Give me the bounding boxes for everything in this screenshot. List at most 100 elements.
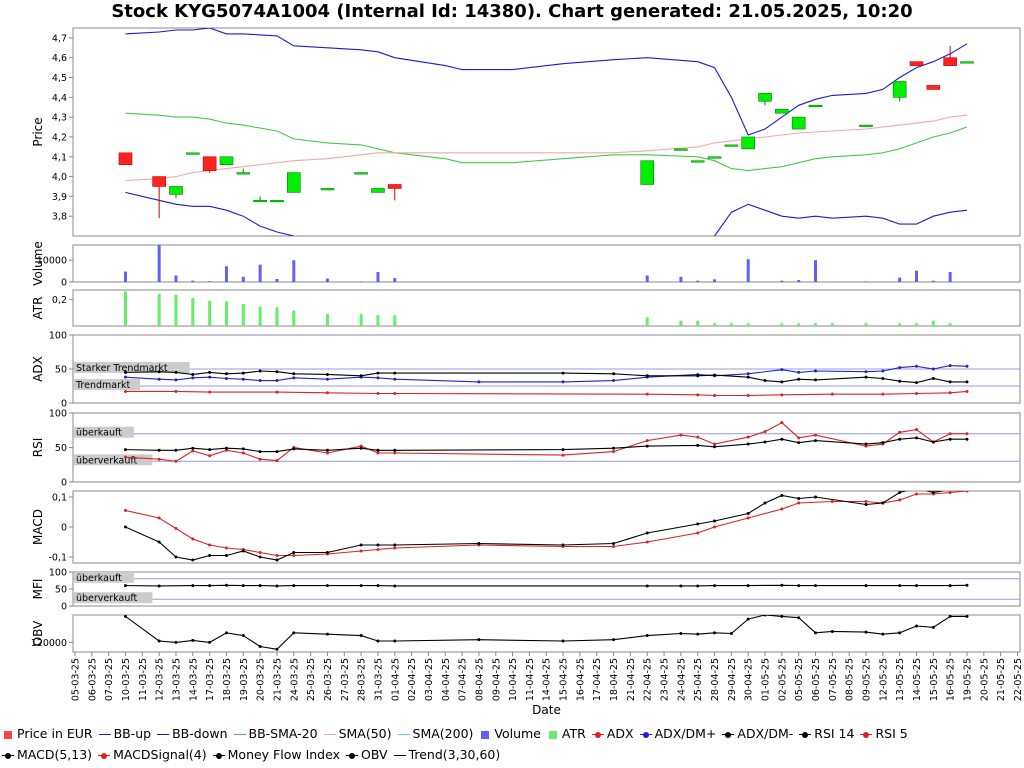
sma50-line <box>125 114 968 182</box>
mfi-point <box>679 584 683 588</box>
volume-bar <box>123 271 127 282</box>
macdsig-point <box>393 546 397 550</box>
x-tick-label: 21-03-25 <box>272 658 283 701</box>
atr-bar <box>645 317 649 326</box>
atr-bar <box>780 323 784 326</box>
dmplus-point <box>780 368 784 372</box>
volume-bar <box>814 260 818 282</box>
legend-symbol <box>345 751 358 761</box>
mfi-point <box>359 584 363 588</box>
dmplus-point <box>393 377 397 381</box>
dmplus-point <box>746 372 750 376</box>
x-tick-label: 12-03-25 <box>155 658 166 701</box>
rsi5-point <box>561 453 565 457</box>
dmminus-point <box>123 370 127 374</box>
y-axis-label: ATR <box>31 297 45 320</box>
x-tick-label: 19-05-25 <box>962 658 973 701</box>
panel-plot: Starker Trendmarkt Trendmarkt <box>73 362 1020 398</box>
obv-point <box>881 632 885 636</box>
obv-point <box>376 639 380 643</box>
volume-bar <box>174 275 178 282</box>
reference-label-bg <box>74 592 153 604</box>
y-tick-label: 4,6 <box>52 53 67 64</box>
y-tick-label: 50 <box>55 585 67 596</box>
bbsma-line <box>125 112 968 172</box>
x-tick-label: 28-04-25 <box>710 658 721 701</box>
reference-label-bg <box>74 379 140 390</box>
dmplus-point <box>612 379 616 383</box>
x-tick-label: 24-04-25 <box>676 658 687 701</box>
x-tick-label: 08-05-25 <box>845 658 856 701</box>
reference-label-bg <box>74 454 153 466</box>
legend-label: RSI 5 <box>875 726 908 741</box>
candle-body <box>926 85 941 90</box>
dmminus-point <box>325 372 329 376</box>
x-tick-label: 17-03-25 <box>205 658 216 701</box>
dmplus-point <box>157 377 161 381</box>
macdsig-point <box>898 498 902 502</box>
x-tick-label: 06-03-25 <box>87 658 98 701</box>
x-tick-label: 27-03-25 <box>340 658 351 701</box>
panel-frame <box>72 27 1021 237</box>
y-tick-label: 10000 <box>37 256 67 267</box>
reference-label: überkauft <box>76 573 122 584</box>
rsi5-point <box>797 436 801 440</box>
rsi14-point <box>325 448 329 452</box>
candle-body <box>707 156 722 159</box>
candle-body <box>387 184 402 189</box>
mfi-point <box>898 584 902 588</box>
rsi5-point <box>915 428 918 432</box>
rsi14-point <box>208 448 212 452</box>
legend-symbol <box>393 751 406 761</box>
dmminus-point <box>275 370 279 374</box>
volume-bar <box>325 278 329 282</box>
legend-row: Price in EUR BB-up BB-down BB-SMA-20 SMA(50)… <box>2 724 914 744</box>
legend-item: RSI 14 <box>799 724 854 744</box>
macdsig-point <box>174 527 178 530</box>
candle-body <box>320 188 335 191</box>
macdsig-point <box>797 501 801 505</box>
dmplus-point <box>931 367 935 371</box>
dmminus-point <box>359 374 363 378</box>
candle-body <box>219 156 234 165</box>
macdsig-point <box>224 546 228 550</box>
candle-body <box>960 61 974 64</box>
panel-frame <box>72 412 1021 483</box>
atr-bar <box>948 323 952 326</box>
rsi5-point <box>174 459 178 463</box>
y-tick-label: 4,0 <box>52 172 67 183</box>
y-tick-label: 0 <box>61 602 67 613</box>
atr-bar <box>696 320 700 326</box>
adx-point <box>780 393 784 397</box>
rsi14-point <box>258 450 262 454</box>
panel-frame <box>72 289 1021 327</box>
mfi-point <box>292 584 296 588</box>
legend-item: MACD(5,13) <box>2 745 92 765</box>
y-tick-label: 0,2 <box>52 295 67 306</box>
legend-symbol <box>639 730 652 740</box>
atr-bar <box>746 323 750 326</box>
mfi-point <box>948 584 952 588</box>
x-tick-label: 29-04-25 <box>727 658 738 701</box>
volume-bar <box>275 278 279 282</box>
rsi5-point <box>224 448 228 452</box>
macd-point <box>123 525 127 529</box>
mfi-point <box>713 584 717 588</box>
obv-point <box>612 638 616 642</box>
panel-plot <box>123 245 952 282</box>
candle-body <box>186 152 200 155</box>
adx-point <box>830 392 834 396</box>
dmminus-point <box>157 370 161 374</box>
macd-point <box>881 501 885 505</box>
atr-bar <box>258 306 262 326</box>
x-tick-label: 04-04-25 <box>441 658 452 701</box>
y-tick-label: 50 <box>55 443 67 454</box>
x-tick-label: 19-03-25 <box>239 658 250 701</box>
reference-label: überverkauft <box>76 455 138 466</box>
legend-symbol <box>479 730 491 740</box>
dmminus-point <box>864 375 868 379</box>
x-tick-label: 21-04-25 <box>626 658 637 701</box>
obv-point <box>241 634 245 638</box>
panel-atr: 0,2 ATR <box>31 289 1021 327</box>
obv-point <box>915 624 918 628</box>
